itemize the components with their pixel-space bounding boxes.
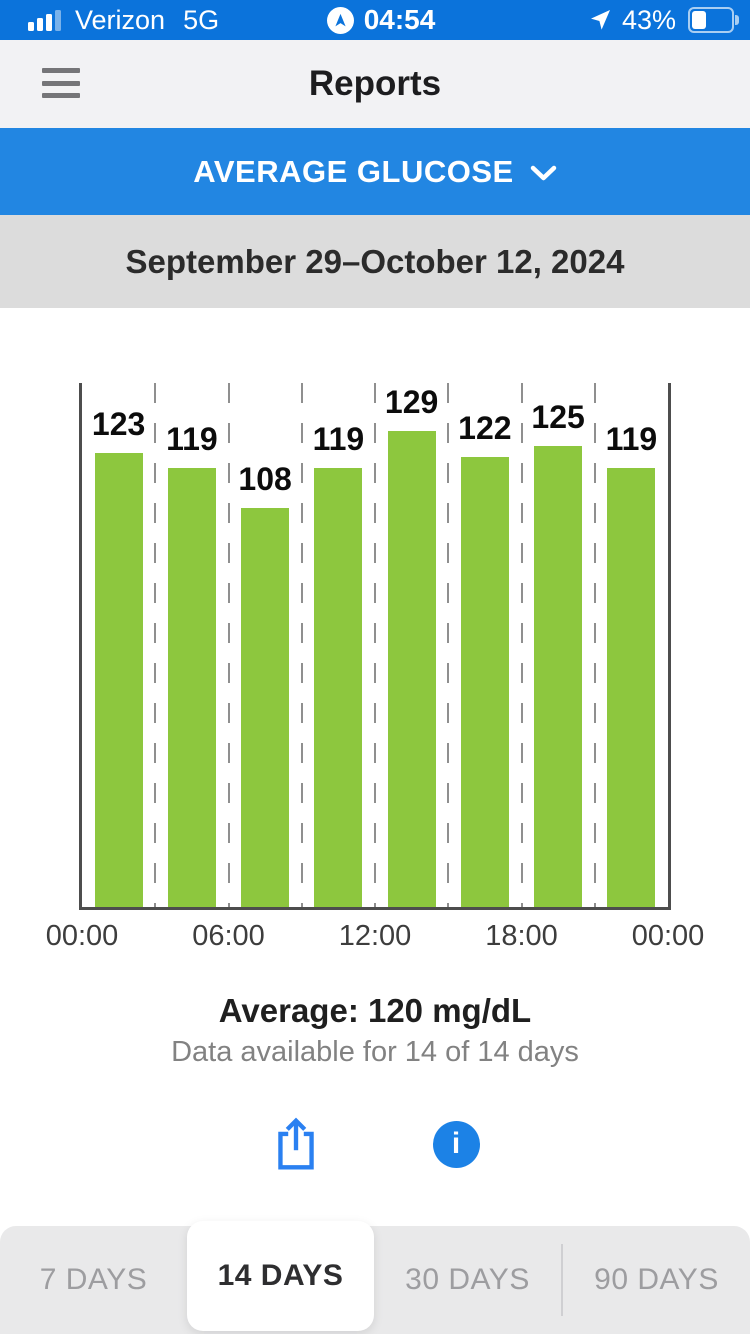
chart-slot: 129 [375, 383, 450, 907]
glucose-bar [534, 445, 583, 907]
location-arrow-icon [588, 8, 612, 32]
chart-x-axis: 00:00 06:00 12:00 18:00 00:00 [46, 920, 705, 960]
chart-slot: 119 [302, 383, 377, 907]
glucose-bar [607, 467, 656, 907]
chevron-down-icon [530, 165, 557, 183]
x-axis-tick-label: 06:00 [192, 920, 265, 952]
glucose-bar [167, 467, 216, 907]
average-value-label: Average: 120 mg/dL [218, 992, 532, 1029]
tab-30-days[interactable]: 30 DAYS [374, 1226, 561, 1334]
bar-value-label: 122 [458, 409, 512, 446]
chart-slot: 119 [595, 383, 668, 907]
cell-signal-icon [28, 9, 61, 31]
chart-slot: 123 [82, 383, 157, 907]
glucose-bar [387, 430, 436, 907]
bar-value-label: 119 [605, 420, 658, 457]
actions-row: i [0, 1116, 750, 1172]
chart-slot: 125 [522, 383, 597, 907]
chart-slot: 122 [448, 383, 523, 907]
status-bar-center: 04:54 [326, 4, 436, 36]
bar-value-label: 123 [91, 406, 146, 443]
glucose-bar [94, 453, 143, 907]
tab-divider [561, 1244, 563, 1316]
status-bar: Verizon 5G 04:54 43% [0, 0, 750, 40]
glucose-bar-chart: 123 119 108 119 129 122 125 119 [79, 383, 671, 910]
info-button[interactable]: i [432, 1120, 480, 1168]
tab-90-days[interactable]: 90 DAYS [563, 1226, 750, 1334]
chart-slot: 119 [155, 383, 230, 907]
status-bar-right: 43% [435, 5, 750, 36]
x-axis-tick-label: 00:00 [631, 920, 705, 952]
status-bar-left: Verizon 5G [0, 5, 327, 36]
x-axis-tick-label: 00:00 [45, 920, 119, 952]
share-icon [271, 1116, 321, 1172]
x-axis-tick-label: 12:00 [338, 920, 412, 952]
page-title: Reports [308, 64, 442, 103]
share-button[interactable] [271, 1116, 321, 1172]
bar-value-label: 108 [238, 461, 292, 498]
bar-value-label: 125 [531, 398, 585, 435]
bar-value-label: 119 [166, 420, 218, 457]
network-label: 5G [183, 4, 220, 35]
tab-7-days[interactable]: 7 DAYS [0, 1226, 187, 1334]
carrier-label: Verizon [75, 4, 166, 35]
bar-value-label: 119 [312, 420, 365, 457]
data-availability-label: Data available for 14 of 14 days [171, 1036, 579, 1068]
metric-selector-label: AVERAGE GLUCOSE [193, 153, 514, 189]
glucose-bar [241, 508, 290, 907]
glucose-bar [460, 456, 509, 907]
navigation-active-icon [326, 6, 354, 34]
date-range-bar: September 29–October 12, 2024 [0, 215, 750, 308]
info-icon: i [432, 1120, 480, 1168]
date-range-label: September 29–October 12, 2024 [125, 242, 625, 280]
battery-fill [692, 11, 707, 29]
metric-selector-dropdown[interactable]: AVERAGE GLUCOSE [0, 128, 750, 215]
tab-14-days[interactable]: 14 DAYS [187, 1221, 374, 1331]
bar-value-label: 129 [384, 383, 439, 420]
clock-label: 04:54 [363, 4, 436, 35]
app-header: Reports [0, 40, 750, 128]
menu-button[interactable] [42, 66, 80, 100]
chart-slot: 108 [229, 383, 304, 907]
period-tab-bar: 7 DAYS 14 DAYS 30 DAYS 90 DAYS [0, 1221, 750, 1334]
battery-icon [688, 7, 739, 33]
x-axis-tick-label: 18:00 [485, 920, 558, 952]
glucose-bar [314, 467, 363, 907]
battery-percent-label: 43% [621, 4, 676, 35]
